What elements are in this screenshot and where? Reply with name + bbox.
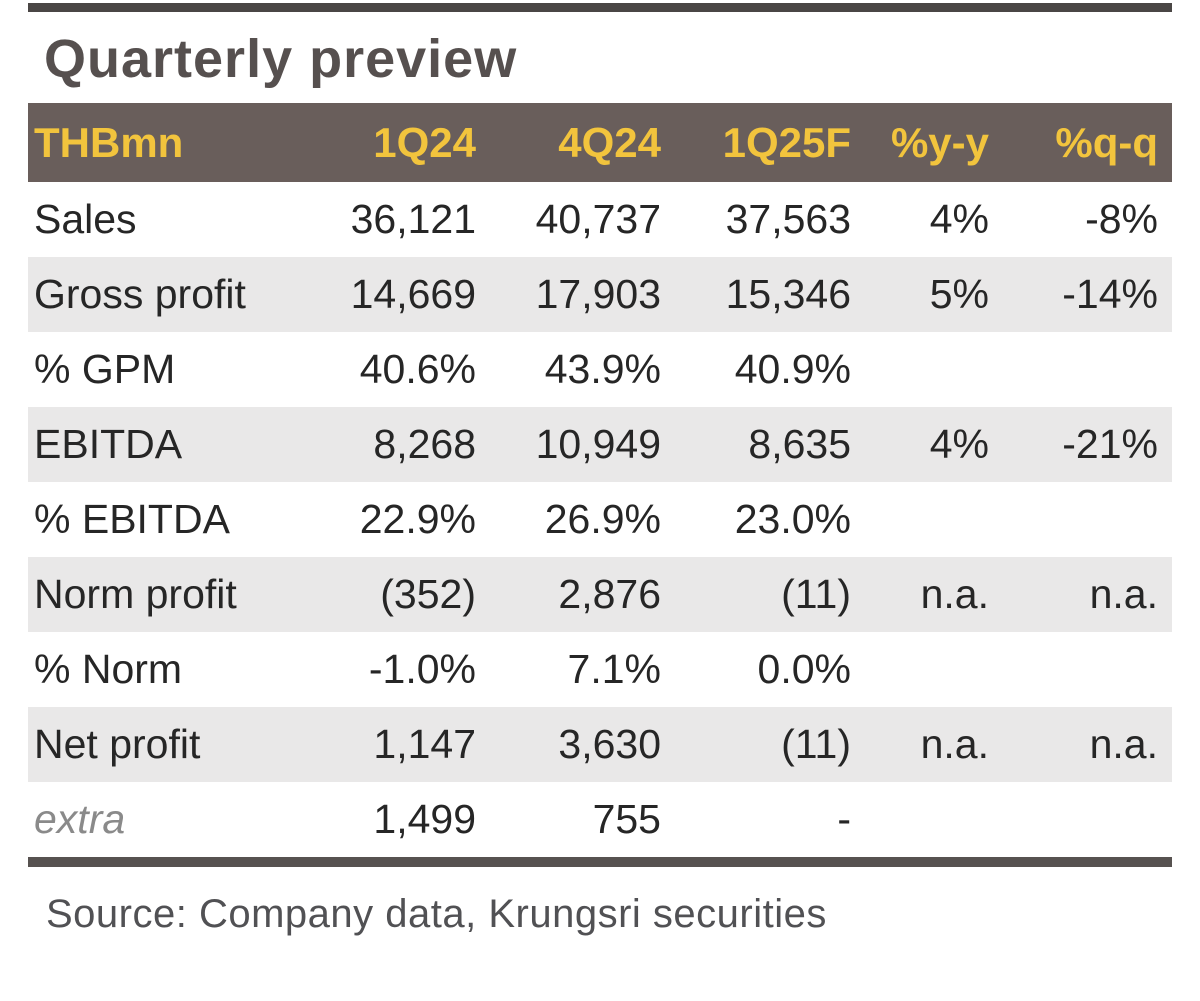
cell: 40.6% [359, 346, 476, 392]
cell: (11) [781, 571, 851, 617]
cell [991, 332, 1172, 407]
cell: 7.1% [567, 646, 661, 692]
cell: 17,903 [535, 271, 661, 317]
cell: 8,635 [748, 421, 851, 467]
cell: -21% [1062, 421, 1158, 467]
column-header-0: THBmn [28, 103, 278, 182]
row-label: Norm profit [34, 571, 237, 617]
source-note: Source: Company data, Krungsri securitie… [46, 892, 827, 936]
row-label: Sales [34, 196, 137, 242]
cell: n.a. [1089, 571, 1158, 617]
row-label: extra [34, 796, 126, 842]
row-label: Net profit [34, 721, 201, 767]
cell: 8,268 [373, 421, 476, 467]
bottom-divider [28, 857, 1172, 867]
cell: -14% [1062, 271, 1158, 317]
cell: - [837, 796, 851, 842]
row-label: % EBITDA [34, 496, 230, 542]
cell: 26.9% [544, 496, 661, 542]
top-divider [28, 3, 1172, 12]
column-header-1: 1Q24 [278, 103, 478, 182]
cell: 755 [592, 796, 661, 842]
column-header-4: %y-y [853, 103, 991, 182]
cell: 1,147 [373, 721, 476, 767]
cell: 40,737 [535, 196, 661, 242]
cell: 4% [929, 196, 989, 242]
table-body: Sales 36,121 40,737 37,563 4% -8% Gross profit… [28, 182, 1172, 857]
cell [853, 782, 991, 857]
row-label: % Norm [34, 646, 183, 692]
report-excerpt: Quarterly preview THBmn 1Q24 4Q24 1Q25F %y-y… [28, 0, 1172, 937]
cell: 15,346 [725, 271, 851, 317]
cell [853, 332, 991, 407]
column-header-5: %q-q [991, 103, 1172, 182]
table-row: % EBITDA 22.9% 26.9% 23.0% [28, 482, 1172, 557]
table-row: % GPM 40.6% 43.9% 40.9% [28, 332, 1172, 407]
page-title: Quarterly preview [44, 29, 518, 89]
column-header-3: 1Q25F [663, 103, 853, 182]
cell: 5% [929, 271, 989, 317]
cell: -1.0% [368, 646, 476, 692]
cell: 0.0% [757, 646, 851, 692]
cell [991, 782, 1172, 857]
cell: n.a. [1089, 721, 1158, 767]
table-row: extra 1,499 755 - [28, 782, 1172, 857]
cell [991, 632, 1172, 707]
cell: 3,630 [558, 721, 661, 767]
cell: 14,669 [350, 271, 476, 317]
table-row: Norm profit (352) 2,876 (11) n.a. n.a. [28, 557, 1172, 632]
row-label: EBITDA [34, 421, 183, 467]
cell [991, 482, 1172, 557]
quarterly-preview-table: THBmn 1Q24 4Q24 1Q25F %y-y %q-q Sales 36,121 40… [28, 103, 1172, 857]
cell: 10,949 [535, 421, 661, 467]
cell: 4% [929, 421, 989, 467]
cell: 37,563 [725, 196, 851, 242]
column-header-2: 4Q24 [478, 103, 663, 182]
table-row: % Norm -1.0% 7.1% 0.0% [28, 632, 1172, 707]
cell: -8% [1085, 196, 1158, 242]
table-header-row: THBmn 1Q24 4Q24 1Q25F %y-y %q-q [28, 103, 1172, 182]
cell [853, 482, 991, 557]
cell: 23.0% [734, 496, 851, 542]
cell: n.a. [920, 721, 989, 767]
cell: 36,121 [350, 196, 476, 242]
cell: n.a. [920, 571, 989, 617]
row-label: Gross profit [34, 271, 246, 317]
row-label: % GPM [34, 346, 176, 392]
table-row: EBITDA 8,268 10,949 8,635 4% -21% [28, 407, 1172, 482]
cell: 40.9% [734, 346, 851, 392]
table-row: Gross profit 14,669 17,903 15,346 5% -14% [28, 257, 1172, 332]
cell: (11) [781, 721, 851, 767]
table-row: Net profit 1,147 3,630 (11) n.a. n.a. [28, 707, 1172, 782]
table-row: Sales 36,121 40,737 37,563 4% -8% [28, 182, 1172, 257]
cell: 1,499 [373, 796, 476, 842]
cell: (352) [380, 571, 476, 617]
cell: 2,876 [558, 571, 661, 617]
cell: 43.9% [544, 346, 661, 392]
cell: 22.9% [359, 496, 476, 542]
cell [853, 632, 991, 707]
